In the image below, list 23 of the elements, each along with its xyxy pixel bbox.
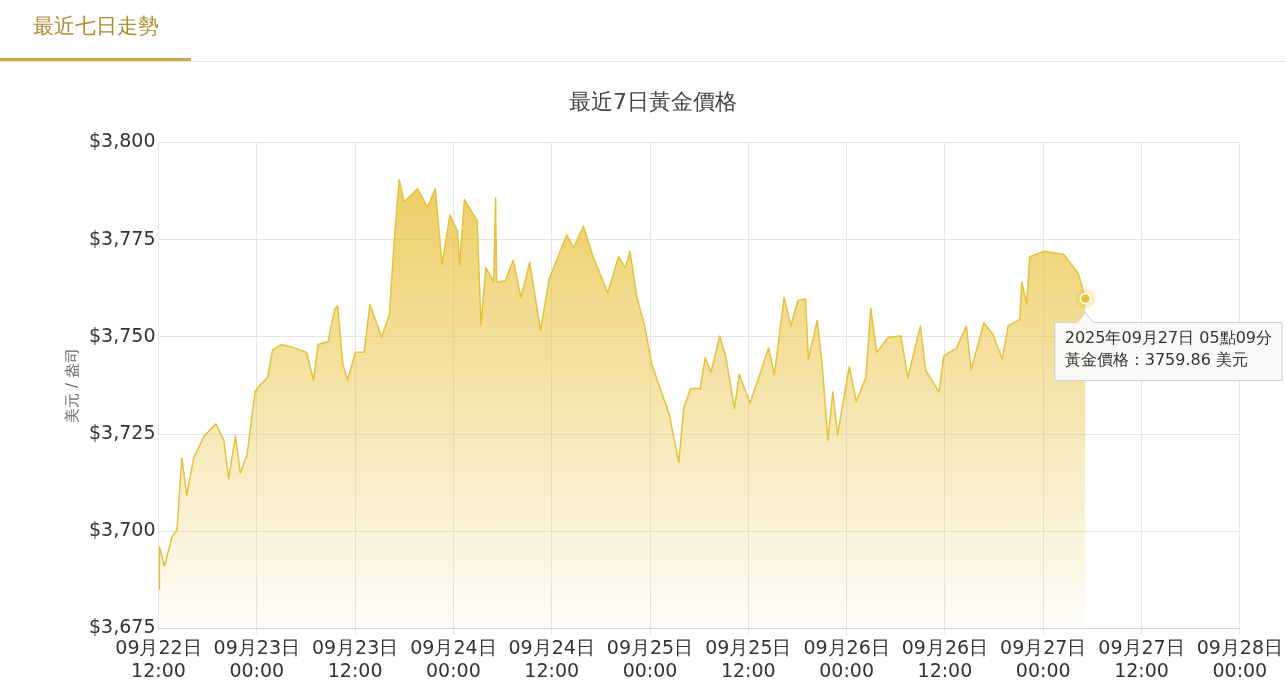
x-tick-label: 09月28日 00:00 [1196,635,1283,681]
chart-title: 最近7日黃金價格 [569,88,737,114]
y-tick-label: $3,775 [89,226,156,249]
x-tick-label: 09月26日 12:00 [901,635,989,681]
x-tick-label: 09月25日 00:00 [606,635,694,681]
y-tick-label: $3,700 [89,518,156,541]
y-tick-label: $3,800 [89,129,156,152]
x-tick-label: 09月24日 12:00 [508,635,595,681]
annotation: 2025年09月27日 05點09分 [1064,327,1273,347]
text: 最近七日走勢 [0,0,191,61]
y-tick-label: $3,725 [89,420,156,443]
x-tick-label: 09月22日 12:00 [115,635,202,681]
x-tick-label: 09月23日 00:00 [213,635,300,681]
x-tick-label: 09月27日 12:00 [1098,635,1185,681]
x-tick-label: 09月23日 12:00 [311,635,399,681]
x-tick-label: 09月27日 00:00 [1000,635,1087,681]
x-tick-label: 09月26日 00:00 [803,635,890,681]
x-tick-label: 09月25日 12:00 [705,635,792,681]
y-axis-title: 美元 / 盎司 [62,348,81,423]
y-tick-label: $3,750 [89,323,156,346]
y-tick-label: $3,675 [89,615,156,638]
annotation: 黃金價格：3759.86 美元 [1064,349,1249,369]
x-tick-label: 09月24日 00:00 [410,635,497,681]
